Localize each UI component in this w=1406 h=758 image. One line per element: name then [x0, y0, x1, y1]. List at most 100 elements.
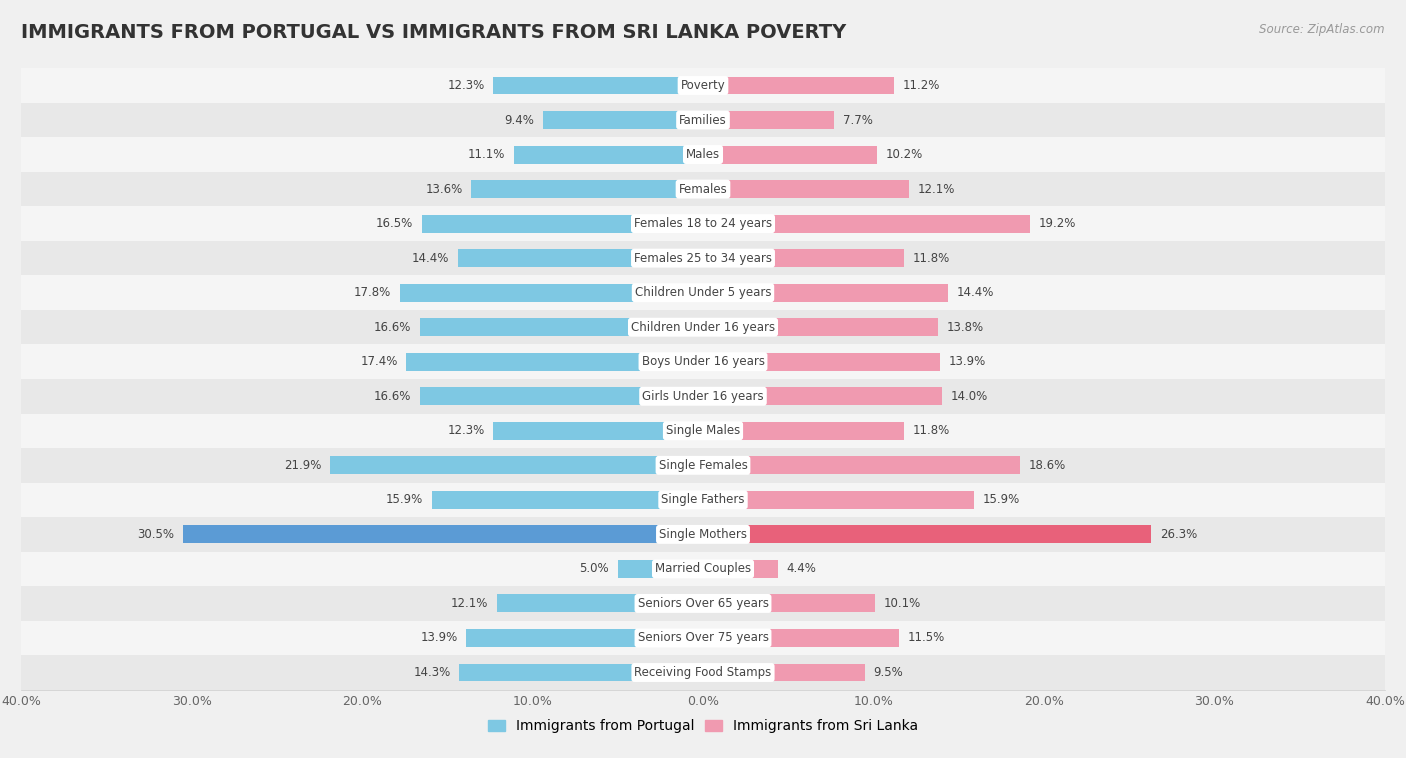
Text: 12.3%: 12.3%: [447, 424, 485, 437]
Bar: [703, 594, 875, 612]
Text: Children Under 5 years: Children Under 5 years: [634, 287, 772, 299]
Bar: [543, 111, 703, 129]
Bar: [703, 352, 941, 371]
Bar: [703, 491, 974, 509]
Text: 12.1%: 12.1%: [451, 597, 488, 610]
Text: Single Mothers: Single Mothers: [659, 528, 747, 541]
Bar: [703, 111, 834, 129]
Text: 13.9%: 13.9%: [420, 631, 457, 644]
Bar: [703, 629, 898, 647]
Bar: [406, 352, 703, 371]
Text: 10.1%: 10.1%: [884, 597, 921, 610]
Bar: [21, 103, 1385, 137]
Text: Males: Males: [686, 148, 720, 161]
Text: Source: ZipAtlas.com: Source: ZipAtlas.com: [1260, 23, 1385, 36]
Text: Married Couples: Married Couples: [655, 562, 751, 575]
Text: 16.6%: 16.6%: [374, 390, 412, 402]
Text: Single Females: Single Females: [658, 459, 748, 471]
Bar: [21, 68, 1385, 103]
Text: Families: Families: [679, 114, 727, 127]
Text: 11.8%: 11.8%: [912, 252, 950, 265]
Bar: [21, 448, 1385, 483]
Text: Children Under 16 years: Children Under 16 years: [631, 321, 775, 334]
Bar: [703, 525, 1152, 543]
Text: 18.6%: 18.6%: [1029, 459, 1066, 471]
Text: 30.5%: 30.5%: [138, 528, 174, 541]
Text: 17.4%: 17.4%: [360, 356, 398, 368]
Text: Girls Under 16 years: Girls Under 16 years: [643, 390, 763, 402]
Bar: [703, 663, 865, 681]
Bar: [432, 491, 703, 509]
Text: 11.1%: 11.1%: [468, 148, 505, 161]
Bar: [513, 146, 703, 164]
Text: 14.4%: 14.4%: [412, 252, 449, 265]
Bar: [21, 310, 1385, 344]
Text: Females: Females: [679, 183, 727, 196]
Text: Single Males: Single Males: [666, 424, 740, 437]
Text: 14.3%: 14.3%: [413, 666, 451, 679]
Text: 12.1%: 12.1%: [918, 183, 955, 196]
Text: 11.5%: 11.5%: [908, 631, 945, 644]
Text: 12.3%: 12.3%: [447, 79, 485, 92]
Text: 16.6%: 16.6%: [374, 321, 412, 334]
Bar: [457, 249, 703, 267]
Bar: [420, 318, 703, 337]
Bar: [21, 344, 1385, 379]
Text: Seniors Over 75 years: Seniors Over 75 years: [637, 631, 769, 644]
Bar: [21, 414, 1385, 448]
Bar: [703, 387, 942, 406]
Text: 21.9%: 21.9%: [284, 459, 321, 471]
Bar: [399, 283, 703, 302]
Bar: [21, 137, 1385, 172]
Text: Receiving Food Stamps: Receiving Food Stamps: [634, 666, 772, 679]
Bar: [703, 456, 1021, 475]
Text: 13.6%: 13.6%: [426, 183, 463, 196]
Text: 15.9%: 15.9%: [387, 493, 423, 506]
Text: 9.5%: 9.5%: [873, 666, 903, 679]
Bar: [703, 318, 938, 337]
Bar: [703, 421, 904, 440]
Bar: [460, 663, 703, 681]
Bar: [703, 146, 877, 164]
Text: IMMIGRANTS FROM PORTUGAL VS IMMIGRANTS FROM SRI LANKA POVERTY: IMMIGRANTS FROM PORTUGAL VS IMMIGRANTS F…: [21, 23, 846, 42]
Bar: [21, 275, 1385, 310]
Bar: [617, 560, 703, 578]
Text: 13.8%: 13.8%: [946, 321, 984, 334]
Bar: [494, 421, 703, 440]
Bar: [422, 215, 703, 233]
Bar: [21, 206, 1385, 241]
Bar: [703, 560, 778, 578]
Bar: [420, 387, 703, 406]
Bar: [21, 483, 1385, 517]
Text: Poverty: Poverty: [681, 79, 725, 92]
Bar: [21, 621, 1385, 655]
Text: 17.8%: 17.8%: [354, 287, 391, 299]
Bar: [494, 77, 703, 95]
Bar: [703, 215, 1031, 233]
Text: 4.4%: 4.4%: [786, 562, 817, 575]
Bar: [471, 180, 703, 198]
Text: 11.8%: 11.8%: [912, 424, 950, 437]
Bar: [21, 655, 1385, 690]
Bar: [703, 180, 910, 198]
Bar: [21, 552, 1385, 586]
Text: 16.5%: 16.5%: [375, 217, 413, 230]
Text: 14.0%: 14.0%: [950, 390, 987, 402]
Bar: [329, 456, 703, 475]
Text: 15.9%: 15.9%: [983, 493, 1019, 506]
Bar: [21, 379, 1385, 414]
Text: 11.2%: 11.2%: [903, 79, 939, 92]
Bar: [183, 525, 703, 543]
Legend: Immigrants from Portugal, Immigrants from Sri Lanka: Immigrants from Portugal, Immigrants fro…: [482, 714, 924, 739]
Bar: [465, 629, 703, 647]
Text: 7.7%: 7.7%: [842, 114, 873, 127]
Text: 9.4%: 9.4%: [505, 114, 534, 127]
Text: Single Fathers: Single Fathers: [661, 493, 745, 506]
Bar: [21, 172, 1385, 206]
Bar: [21, 241, 1385, 275]
Bar: [496, 594, 703, 612]
Bar: [703, 283, 949, 302]
Text: 5.0%: 5.0%: [579, 562, 609, 575]
Bar: [703, 77, 894, 95]
Text: 14.4%: 14.4%: [957, 287, 994, 299]
